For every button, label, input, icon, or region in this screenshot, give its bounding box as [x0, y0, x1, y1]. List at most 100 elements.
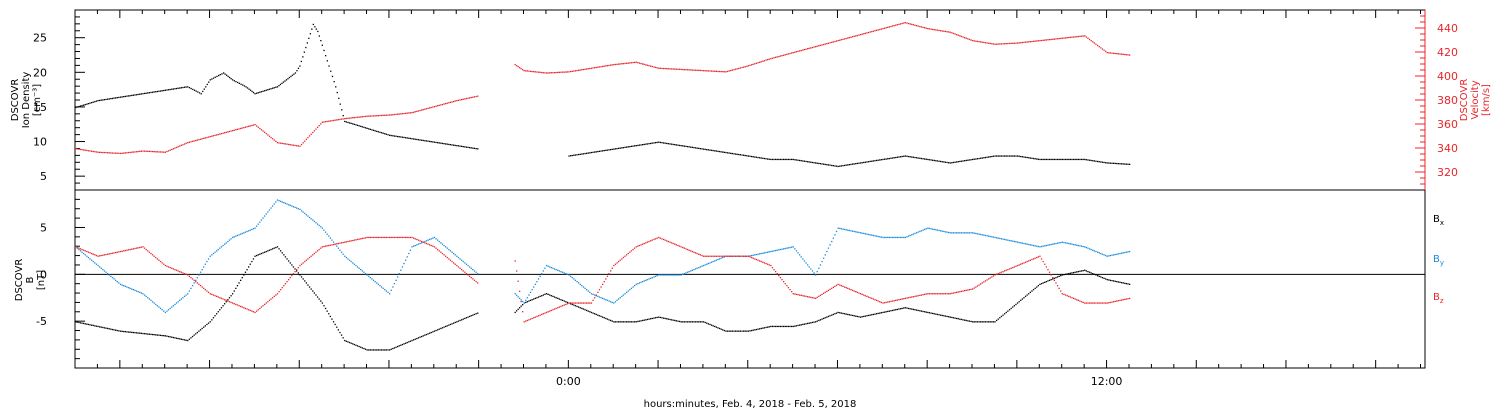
velocity-point [608, 64, 610, 67]
velocity-point [156, 151, 158, 153]
bx-point [938, 314, 940, 316]
velocity-point [795, 51, 798, 53]
bz-point [767, 263, 769, 265]
bx-point [81, 322, 83, 324]
velocity-point [1127, 54, 1129, 56]
by-point [107, 273, 109, 275]
bz-point [802, 295, 804, 297]
ion-density-point [1060, 158, 1062, 161]
by-point [248, 230, 250, 232]
ion-density-point [1080, 158, 1083, 161]
ion-density-point [972, 158, 974, 161]
by-point [991, 236, 993, 238]
by-point [608, 300, 610, 302]
by-point [845, 229, 847, 231]
bx-point [313, 292, 315, 294]
velocity-point [637, 62, 639, 64]
bx-point [203, 326, 205, 328]
bx-point [140, 332, 142, 334]
velocity-point [228, 130, 231, 133]
velocity-point [179, 145, 181, 147]
bz-point [944, 293, 947, 295]
ion-density-point [757, 156, 759, 159]
by-point [116, 281, 118, 283]
velocity-point [276, 142, 279, 144]
by-point [193, 282, 195, 284]
by-point [206, 260, 208, 263]
ion-density-point [791, 158, 793, 161]
ion-density-point [613, 148, 615, 150]
bz-point [630, 250, 633, 252]
velocity-point [1077, 35, 1079, 38]
by-point [654, 275, 657, 277]
bx-point [827, 315, 830, 318]
velocity-point [658, 67, 660, 69]
by-point [1119, 252, 1121, 255]
bz-point [531, 317, 533, 320]
velocity-point [877, 29, 879, 31]
velocity-point [667, 68, 669, 70]
bx-point [560, 299, 562, 301]
bx-point [1098, 275, 1100, 277]
velocity-point [78, 148, 80, 150]
ion-density-point [960, 160, 963, 162]
bz-point [744, 255, 746, 257]
velocity-point [824, 43, 826, 45]
bz-point [714, 255, 716, 257]
bz-point [975, 286, 977, 288]
velocity-point [331, 120, 333, 122]
bz-point [105, 253, 107, 256]
ion-density-point [616, 148, 618, 150]
ion-density-point [195, 90, 197, 92]
bz-point [582, 302, 585, 304]
velocity-point [358, 116, 360, 118]
bx-point [465, 317, 468, 319]
by-point [437, 239, 439, 241]
ion-density-point [935, 160, 937, 162]
ion-density-point [842, 165, 844, 167]
by-point [86, 255, 88, 257]
bz-point [883, 302, 886, 304]
bz-point [268, 299, 271, 301]
velocity-point [1068, 36, 1070, 39]
velocity-point [1018, 42, 1020, 44]
bx-point [608, 319, 610, 321]
bz-point [1095, 302, 1097, 304]
ion-density-point [89, 102, 91, 104]
velocity-point [899, 23, 902, 25]
bz-point [1084, 302, 1086, 304]
ion-density-point [461, 145, 463, 147]
velocity-point [654, 66, 657, 68]
velocity-point [1008, 42, 1011, 45]
bz-point [675, 244, 677, 246]
ion-density-point [920, 157, 923, 160]
bz-point [858, 292, 860, 294]
bz-point [634, 247, 636, 249]
bz-point [119, 250, 122, 253]
bx-point [118, 330, 120, 332]
bx-point [1016, 302, 1019, 304]
velocity-point [970, 39, 972, 41]
bx-point [228, 297, 231, 299]
bz-point [437, 248, 439, 251]
bz-point [1012, 267, 1014, 269]
by-point [1090, 248, 1092, 251]
velocity-point [891, 25, 894, 27]
bx-point [1048, 279, 1051, 281]
by-point [952, 232, 955, 234]
bx-point [722, 329, 724, 331]
bx-point [421, 335, 423, 338]
bz-point [718, 255, 721, 257]
velocity-point [962, 36, 964, 38]
by-point [835, 230, 838, 233]
by-point [751, 254, 753, 257]
ion-density-point [302, 56, 304, 58]
by-point [576, 281, 578, 283]
bz-point [877, 300, 879, 302]
by-point [284, 202, 287, 204]
bz-point [541, 313, 543, 316]
by-point [345, 256, 347, 259]
bx-point [832, 313, 834, 316]
bz-point [650, 240, 652, 242]
bx-point [775, 325, 777, 328]
